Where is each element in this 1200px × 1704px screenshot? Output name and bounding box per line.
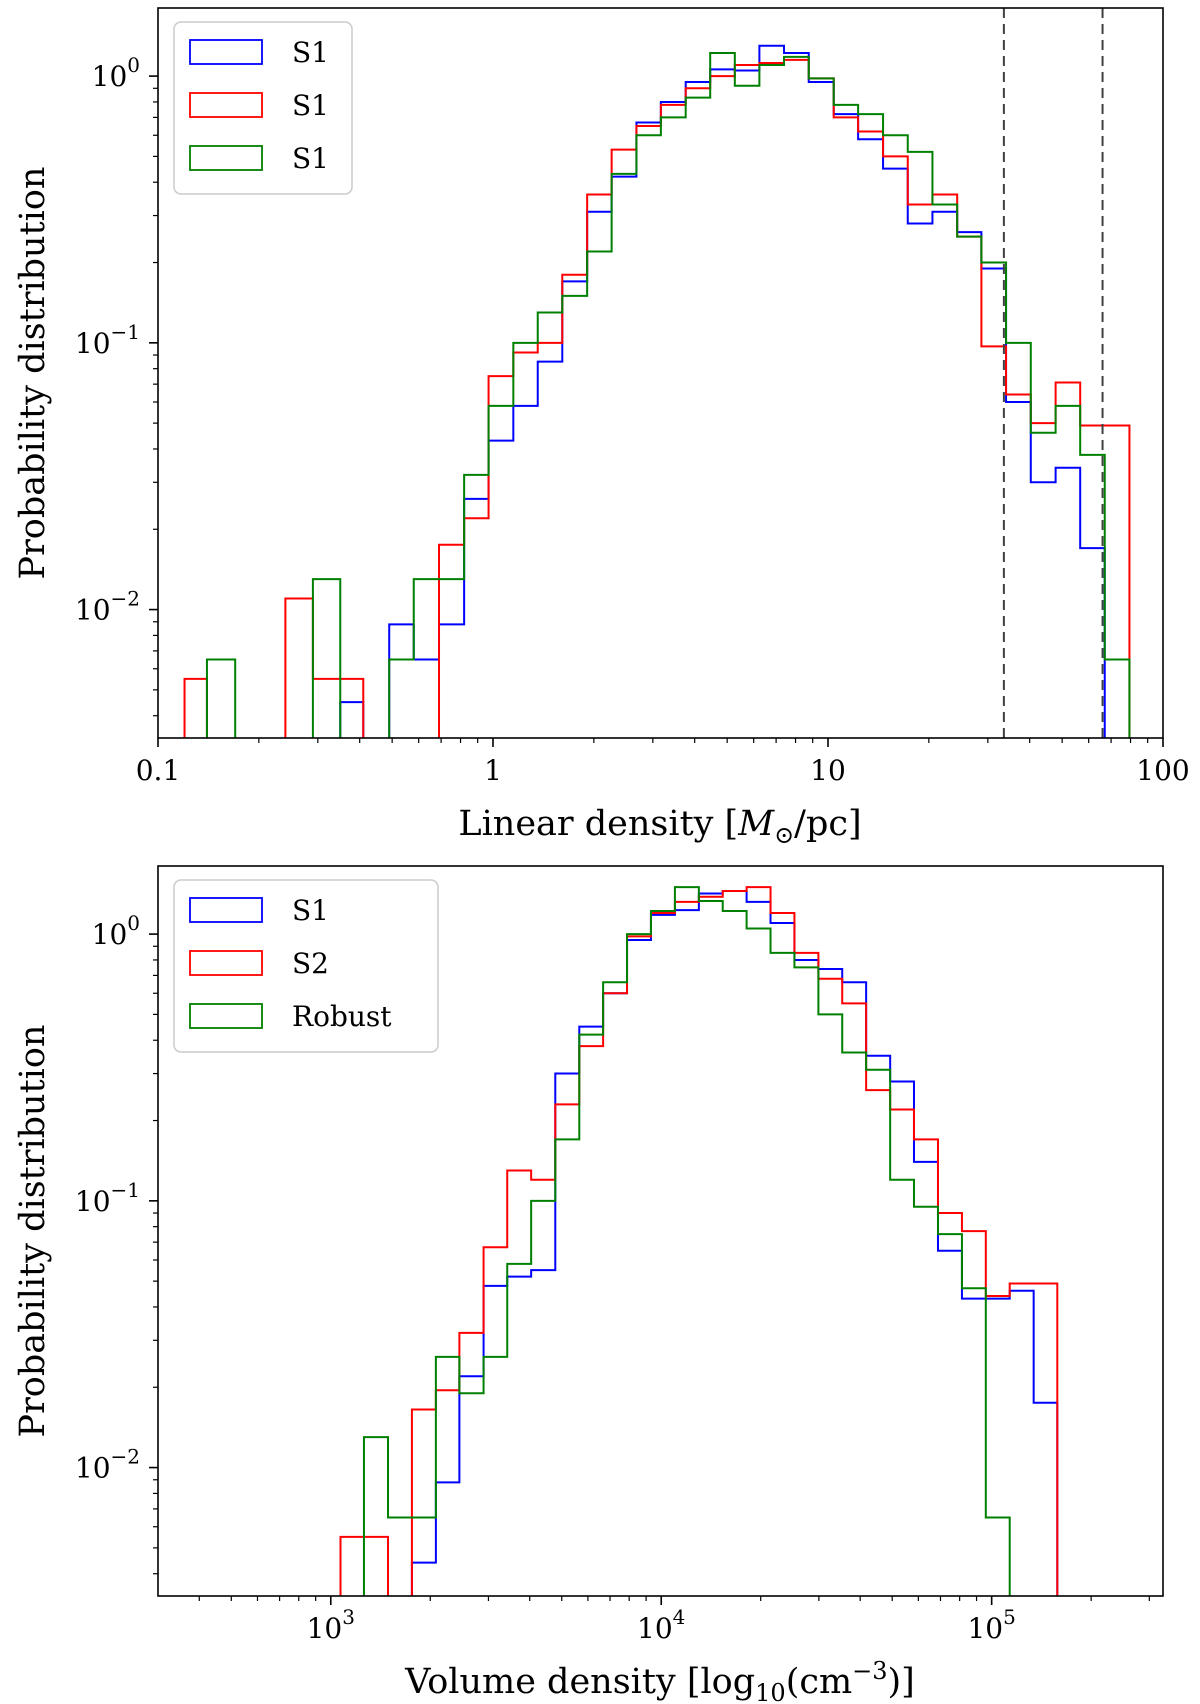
legend-box xyxy=(173,879,439,1053)
histogram-series-line xyxy=(362,886,1011,1596)
legend-label: S1 xyxy=(292,89,329,122)
minor-ticks xyxy=(153,945,1150,1601)
y-tick-label: 10−2 xyxy=(75,587,140,627)
x-tick-label: 0.1 xyxy=(136,754,181,787)
legend-label: Robust xyxy=(292,1000,392,1033)
x-axis-label: Volume density [log10(cm−3)] xyxy=(404,1657,915,1704)
histogram-series xyxy=(339,886,1059,1596)
y-axis-label: Probability distribution xyxy=(13,1025,53,1438)
plot-frame xyxy=(157,7,1164,739)
y-axis-label: Probability distribution xyxy=(13,167,53,580)
legend-label: S2 xyxy=(292,947,329,980)
legend-swatch-blue xyxy=(189,39,263,65)
legend-box xyxy=(173,21,353,195)
x-tick-label: 103 xyxy=(307,1605,355,1645)
legend-item: S1 xyxy=(189,894,329,927)
y-axis-ticks: 100 10−1 10−2 xyxy=(75,53,158,627)
legend-item: S2 xyxy=(189,947,329,980)
y-tick-label: 10−2 xyxy=(75,1445,140,1485)
x-axis-label: Linear density [M⊙/pc] xyxy=(458,804,861,849)
legend-item: S1 xyxy=(189,142,329,175)
legend-swatch-blue xyxy=(189,897,263,923)
legend-swatch-green xyxy=(189,145,263,171)
x-axis-ticks: 0.1 1 10 100 xyxy=(136,738,1190,787)
y-tick-label: 100 xyxy=(92,911,140,951)
x-tick-label: 1 xyxy=(484,754,502,787)
legend-item: S1 xyxy=(189,89,329,122)
legend-label: S1 xyxy=(292,36,329,69)
x-tick-label: 104 xyxy=(637,1605,685,1645)
legend-item: Robust xyxy=(189,1000,392,1033)
legend-label: S1 xyxy=(292,142,329,175)
y-tick-label: 10−1 xyxy=(75,320,140,360)
x-tick-label: 100 xyxy=(1136,754,1189,787)
bottom-chart: 103 104 105 100 10−1 10−2 Volume density [lo… xyxy=(13,865,1164,1704)
legend-swatch-red xyxy=(189,950,263,976)
legend-item: S1 xyxy=(189,36,329,69)
histogram-series-line xyxy=(205,52,1131,738)
x-tick-label: 105 xyxy=(967,1605,1015,1645)
x-tick-label: 10 xyxy=(810,754,846,787)
legend: S1 S1 S1 xyxy=(173,21,353,195)
histogram-series xyxy=(183,44,1131,738)
x-axis-ticks: 103 104 105 xyxy=(307,1596,1016,1645)
y-axis-ticks: 100 10−1 10−2 xyxy=(75,911,158,1485)
legend: S1 S2 Robust xyxy=(173,879,439,1053)
legend-label: S1 xyxy=(292,894,329,927)
y-tick-label: 100 xyxy=(92,53,140,93)
minor-ticks xyxy=(153,87,1149,743)
threshold-lines xyxy=(1002,8,1104,738)
legend-swatch-red xyxy=(189,92,263,118)
legend-swatch-green xyxy=(189,1003,263,1029)
top-chart: 0.1 1 10 100 100 10−1 10−2 Linear density [M⊙… xyxy=(13,7,1190,849)
y-tick-label: 10−1 xyxy=(75,1178,140,1218)
